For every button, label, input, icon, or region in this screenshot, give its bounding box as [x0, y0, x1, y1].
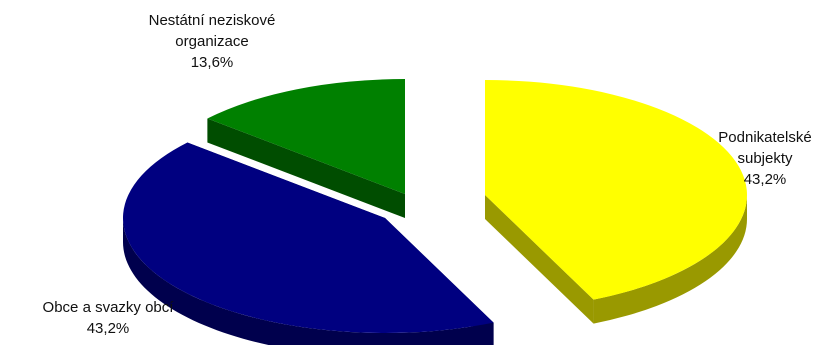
- slice-percent-label: 13,6%: [191, 54, 234, 71]
- pie-slice-wall-0: [593, 195, 747, 324]
- pie-slice-2: [207, 79, 405, 194]
- slice-percent-label: 43,2%: [87, 320, 130, 337]
- pie-slice-side-0: [485, 195, 747, 324]
- pie-slice-cut-0-1: [485, 195, 594, 324]
- slice-label-0: Podnikatelské subjekty 43,2%: [718, 129, 811, 188]
- slice-percent-label: 43,2%: [744, 171, 787, 188]
- slice-name-line: subjekty: [737, 150, 793, 167]
- slice-name-line: Obce a svazky obcí: [43, 299, 175, 316]
- pie-slice-wall-1: [123, 218, 494, 350]
- pie-slice-cut-2-0: [207, 118, 405, 218]
- slice-name-line: Nestátní neziskové: [149, 12, 276, 29]
- labels-layer: Podnikatelské subjekty 43,2%Obce a svazky …: [43, 12, 812, 337]
- slices-layer: [122, 79, 748, 350]
- slice-name-line: organizace: [175, 33, 248, 50]
- slice-label-2: Nestátní neziskové organizace 13,6%: [149, 12, 276, 71]
- pie-slice-1: [122, 142, 494, 334]
- slice-name-line: Podnikatelské: [718, 129, 811, 146]
- pie-slice-0: [485, 80, 748, 300]
- slice-label-1: Obce a svazky obcí 43,2%: [43, 299, 175, 337]
- pie-slice-side-2: [207, 118, 405, 218]
